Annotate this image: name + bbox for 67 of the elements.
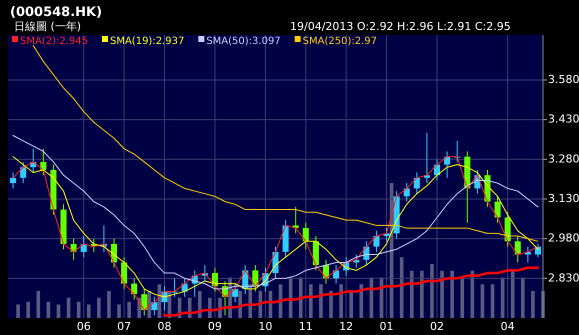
bar (400, 257, 404, 318)
legend-label: SMA(50):3.097 (206, 36, 281, 47)
bar (46, 302, 50, 318)
bar (76, 302, 80, 318)
x-tick-label: 01 (380, 320, 394, 333)
bar (26, 302, 30, 318)
bar (460, 278, 464, 318)
legend-label: SMA(250):2.97 (302, 36, 378, 47)
x-tick-label: 04 (500, 320, 515, 333)
candlestick (151, 296, 158, 316)
y-tick-label: 3.280 (548, 152, 579, 166)
candlestick (414, 172, 420, 194)
bar (66, 298, 70, 318)
bar (440, 270, 444, 318)
candlestick (131, 278, 138, 300)
bar (97, 298, 101, 318)
candlestick (20, 161, 26, 184)
x-tick-label: 02 (430, 320, 444, 333)
candlestick (232, 283, 238, 303)
y-tick-label: 2.980 (548, 232, 579, 245)
candlestick (333, 264, 340, 284)
bar (278, 284, 282, 318)
bar (490, 284, 494, 318)
bar (329, 291, 333, 318)
x-tick-label: 08 (157, 320, 172, 333)
x-tick-label: 09 (208, 320, 222, 333)
candlestick (40, 148, 46, 176)
bar (480, 284, 484, 318)
y-tick-label: 3.130 (548, 192, 579, 205)
bar (531, 291, 535, 318)
bar (430, 264, 434, 318)
x-tick-label: 06 (76, 320, 91, 333)
bar (268, 291, 272, 318)
bar (450, 270, 454, 318)
line-series (32, 45, 538, 242)
candlestick (10, 172, 16, 189)
chart-title: (000548.HK) (10, 5, 102, 20)
candlestick (404, 182, 410, 202)
bar (107, 291, 111, 318)
candlestick (302, 222, 309, 250)
bar (127, 302, 131, 318)
chart-subtitle: 日線圖 (一年) (14, 20, 82, 33)
candlestick (373, 230, 380, 252)
legend-label: SMA(19):2.937 (110, 36, 184, 47)
bar (56, 304, 60, 318)
bar (86, 304, 91, 318)
candlestick (444, 150, 450, 178)
line-series (163, 266, 540, 317)
bar (500, 278, 504, 318)
x-tick-label: 11 (298, 320, 313, 333)
bar (117, 304, 121, 318)
bar (520, 278, 525, 318)
legend-label: SMA(2):2.945 (20, 36, 88, 47)
candlestick (424, 132, 430, 184)
bar (510, 270, 515, 318)
candlestick (514, 236, 521, 263)
candlestick (494, 196, 501, 224)
text: 19/04/2013 O:2.92 H:2.96 L:2.91 C:2.95 (290, 20, 511, 33)
x-tick-label: 07 (117, 320, 132, 333)
y-tick-label: 3.580 (548, 72, 579, 86)
bar (36, 291, 40, 318)
bar (16, 304, 20, 318)
x-tick-label: 10 (258, 320, 272, 333)
y-tick-label: 3.430 (548, 112, 579, 126)
bar (380, 278, 384, 318)
x-tick-label: 12 (339, 320, 354, 333)
y-tick-label: 2.830 (548, 271, 579, 284)
